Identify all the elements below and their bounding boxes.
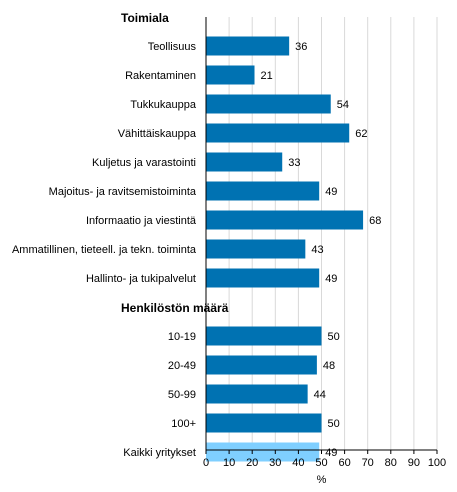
category-label: 50-99 xyxy=(168,389,196,401)
x-tick-label: 70 xyxy=(362,457,374,469)
bar xyxy=(206,152,283,172)
x-tick-label: 10 xyxy=(223,457,235,469)
bar xyxy=(206,181,320,201)
x-tick-label: 50 xyxy=(315,457,327,469)
bar xyxy=(206,326,322,346)
category-label: Majoitus- ja ravitsemistoiminta xyxy=(49,186,197,198)
data-label: 36 xyxy=(295,41,307,53)
bar xyxy=(206,65,255,85)
category-label: 100+ xyxy=(171,418,196,430)
x-tick-label: 40 xyxy=(292,457,304,469)
category-label: Kaikki yritykset xyxy=(123,447,196,459)
data-label: 62 xyxy=(355,128,367,140)
category-label: Teollisuus xyxy=(148,41,197,53)
group-title: Toimiala xyxy=(121,11,169,25)
bar xyxy=(206,239,306,259)
data-label: 50 xyxy=(328,331,340,343)
data-label: 43 xyxy=(311,244,323,256)
data-label: 49 xyxy=(325,186,337,198)
data-label: 48 xyxy=(323,360,335,372)
bar xyxy=(206,210,364,230)
x-tick-label: 0 xyxy=(203,457,209,469)
x-tick-label: 30 xyxy=(269,457,281,469)
category-label: Kuljetus ja varastointi xyxy=(92,157,196,169)
category-label: Ammatillinen, tieteell. ja tekn. toimint… xyxy=(12,244,197,256)
x-tick-label: 100 xyxy=(428,457,446,469)
data-label: 50 xyxy=(328,418,340,430)
bar xyxy=(206,384,308,404)
category-label: Tukkukauppa xyxy=(130,99,197,111)
category-label: 20-49 xyxy=(168,360,196,372)
data-label: 49 xyxy=(325,273,337,285)
x-tick-label: 90 xyxy=(408,457,420,469)
data-label: 68 xyxy=(369,215,381,227)
group-title: Henkilöstön määrä xyxy=(121,301,229,315)
data-label: 44 xyxy=(314,389,326,401)
category-label: Rakentaminen xyxy=(125,70,196,82)
x-tick-label: 20 xyxy=(246,457,258,469)
bar xyxy=(206,36,290,56)
bar xyxy=(206,94,331,114)
category-label: Hallinto- ja tukipalvelut xyxy=(86,273,196,285)
x-tick-label: 60 xyxy=(338,457,350,469)
bar xyxy=(206,123,350,143)
data-label: 54 xyxy=(337,99,349,111)
data-label: 33 xyxy=(288,157,300,169)
x-axis-label: % xyxy=(317,474,327,486)
category-label: Informaatio ja viestintä xyxy=(86,215,197,227)
bar xyxy=(206,442,320,462)
category-label: Vähittäiskauppa xyxy=(118,128,197,140)
bar xyxy=(206,268,320,288)
data-label: 21 xyxy=(261,70,273,82)
x-tick-label: 80 xyxy=(385,457,397,469)
category-label: 10-19 xyxy=(168,331,196,343)
bar xyxy=(206,413,322,433)
bar xyxy=(206,355,317,375)
